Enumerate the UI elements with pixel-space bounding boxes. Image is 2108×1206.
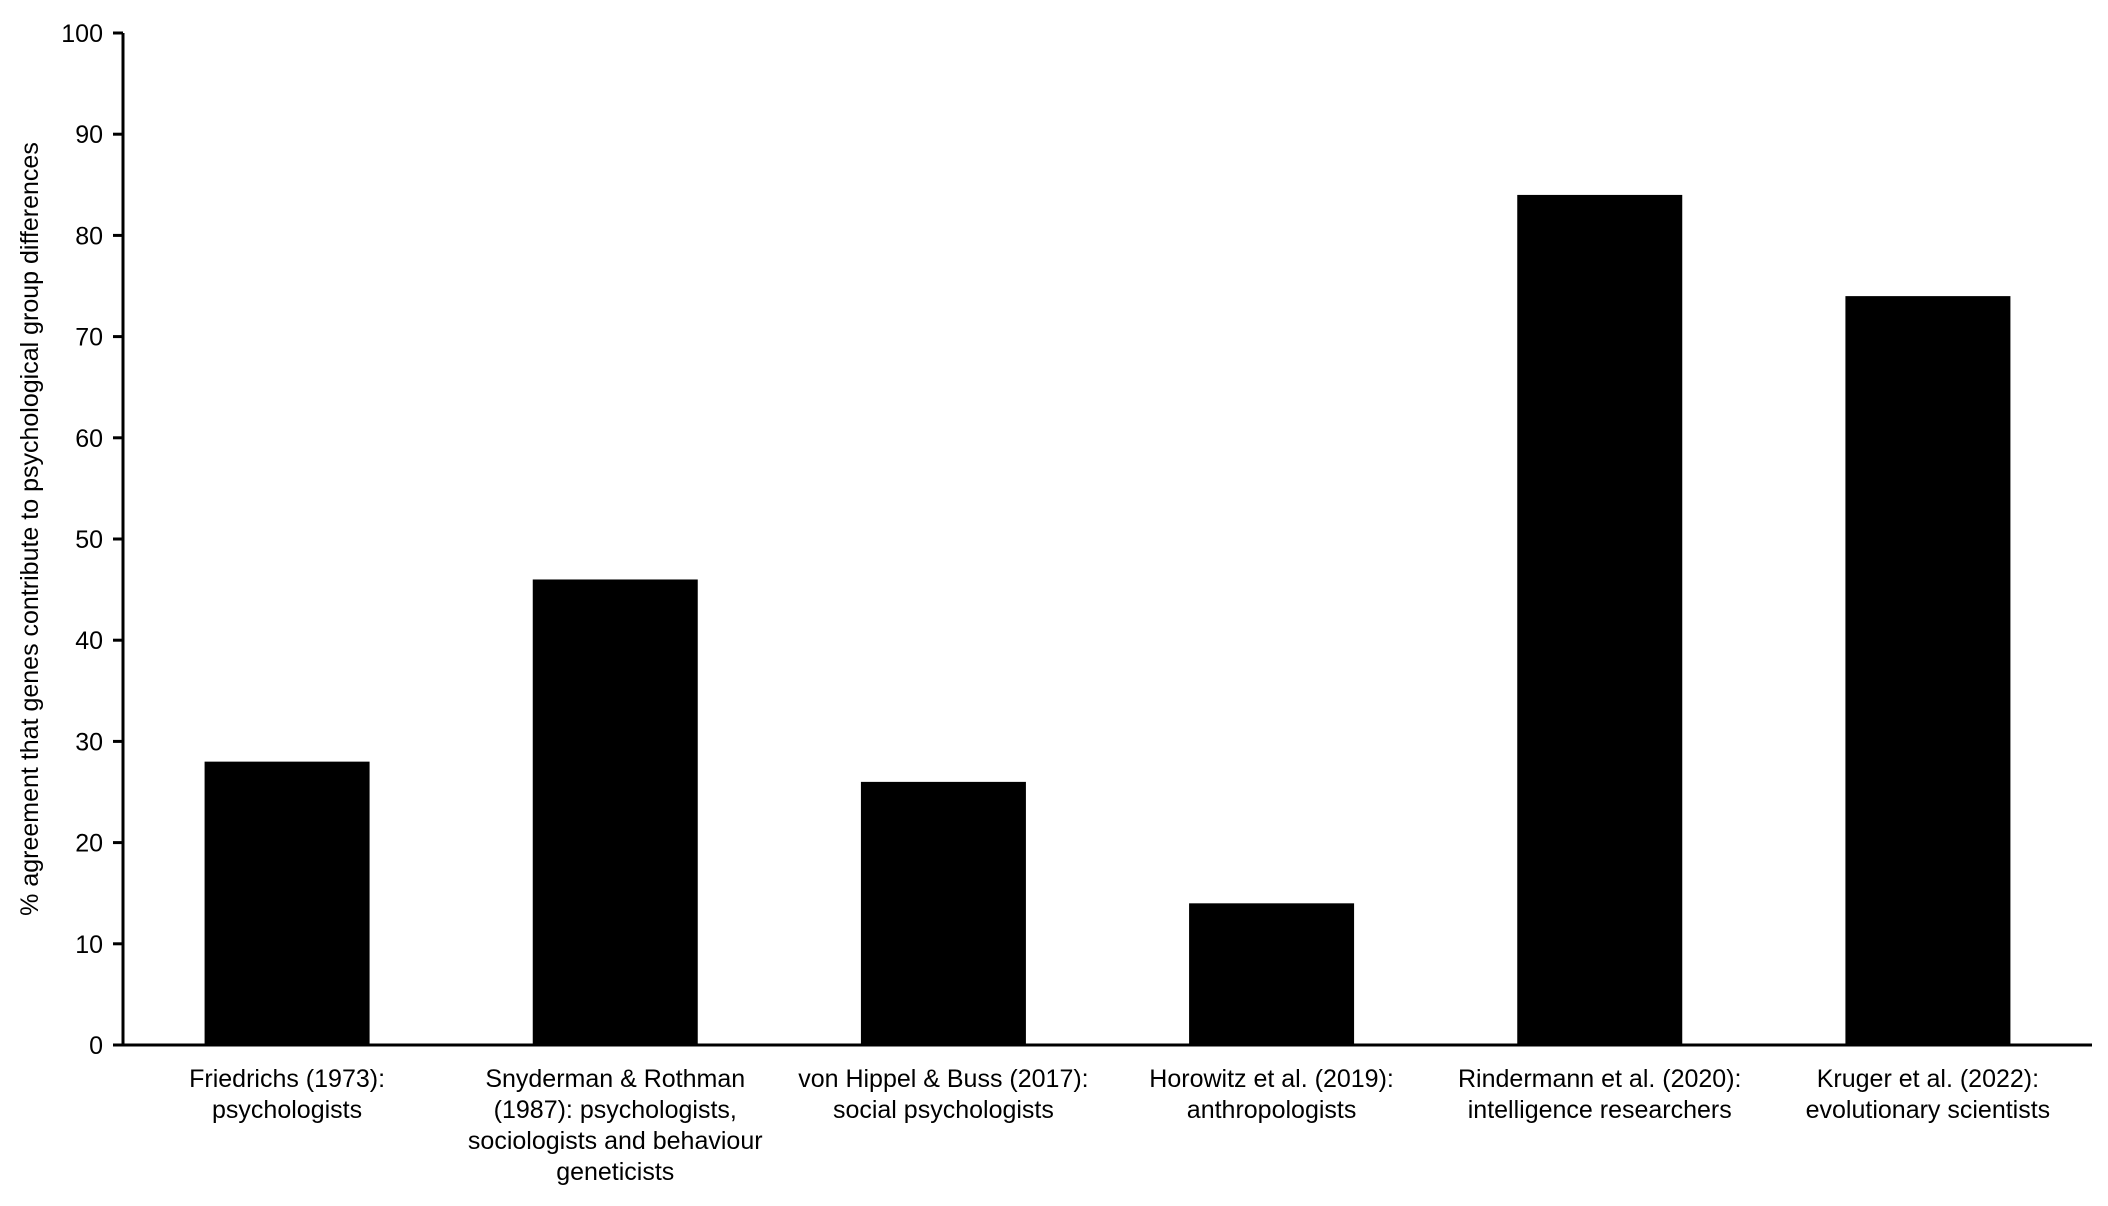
bar xyxy=(204,761,370,1045)
x-category-label-line: evolutionary scientists xyxy=(1806,1096,2051,1124)
y-tick-label: 0 xyxy=(89,1032,103,1060)
bar xyxy=(1517,194,1683,1046)
bars xyxy=(204,194,2011,1046)
x-category-label-line: anthropologists xyxy=(1187,1096,1357,1124)
y-axis-ticks: 0 10 20 30 40 50 60 70 80 90 100 xyxy=(61,20,123,1060)
x-category-label-line: geneticists xyxy=(556,1158,674,1186)
y-tick-label: 30 xyxy=(75,728,103,756)
y-tick-label: 10 xyxy=(75,931,103,959)
x-category-label: von Hippel & Buss (2017): social psycholo… xyxy=(798,1065,1088,1124)
x-category-label: Kruger et al. (2022): evolutionary scient… xyxy=(1806,1065,2051,1124)
y-tick-label: 80 xyxy=(75,222,103,250)
x-category-label: Horowitz et al. (2019): anthropologists xyxy=(1149,1065,1394,1124)
y-tick-label: 90 xyxy=(75,121,103,149)
x-category-label-line: Rindermann et al. (2020): xyxy=(1458,1065,1741,1093)
x-category-label-line: sociologists and behaviour xyxy=(468,1127,763,1155)
y-tick-label: 40 xyxy=(75,627,103,655)
x-category-label-line: Kruger et al. (2022): xyxy=(1817,1065,2039,1093)
y-tick-label: 50 xyxy=(75,526,103,554)
bar xyxy=(532,579,698,1045)
x-category-label-line: intelligence researchers xyxy=(1468,1096,1732,1124)
x-category-label: Friedrichs (1973): psychologists xyxy=(189,1065,385,1124)
x-category-label-line: psychologists xyxy=(212,1096,362,1124)
x-category-label-line: (1987): psychologists, xyxy=(494,1096,737,1124)
x-category-label: Snyderman & Rothman (1987): psychologists… xyxy=(468,1065,763,1186)
bar xyxy=(1189,903,1355,1045)
x-axis-category-labels: Friedrichs (1973): psychologists Snyderman… xyxy=(189,1065,2050,1186)
y-tick-label: 20 xyxy=(75,830,103,858)
bar xyxy=(1845,296,2011,1045)
x-category-label-line: Snyderman & Rothman xyxy=(485,1065,745,1093)
y-tick-label: 100 xyxy=(61,20,103,48)
y-tick-label: 70 xyxy=(75,324,103,352)
x-category-label-line: von Hippel & Buss (2017): xyxy=(798,1065,1088,1093)
x-category-label: Rindermann et al. (2020): intelligence re… xyxy=(1458,1065,1741,1124)
y-axis-title: % agreement that genes contribute to psy… xyxy=(16,142,44,916)
y-tick-label: 60 xyxy=(75,425,103,453)
x-category-label-line: Friedrichs (1973): xyxy=(189,1065,385,1093)
bar xyxy=(860,781,1026,1045)
x-category-label-line: Horowitz et al. (2019): xyxy=(1149,1065,1394,1093)
x-category-label-line: social psychologists xyxy=(833,1096,1054,1124)
